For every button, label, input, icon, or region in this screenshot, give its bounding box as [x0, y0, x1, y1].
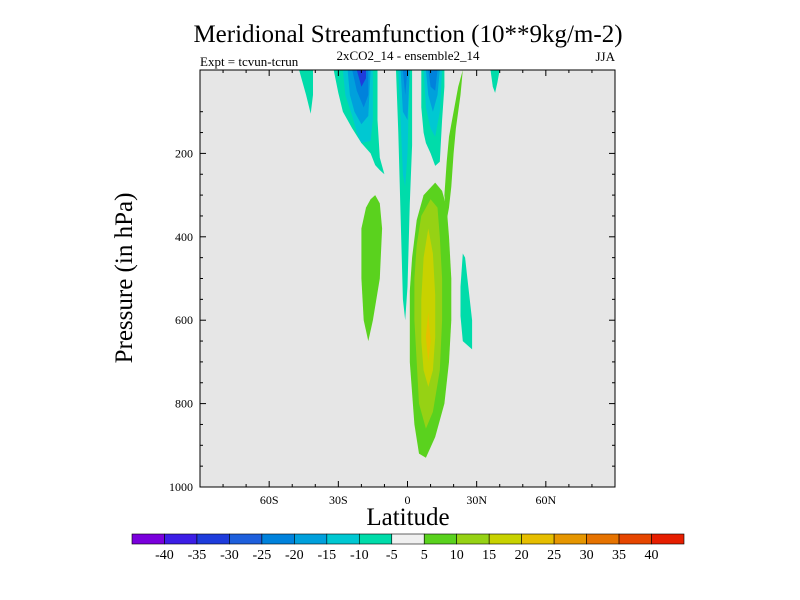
- colorbar-label: -25: [253, 548, 272, 563]
- y-tick-label: 1000: [169, 480, 193, 494]
- x-tick-label: 60N: [535, 493, 556, 507]
- colorbar-swatch: [326, 533, 360, 545]
- colorbar-swatch: [131, 533, 165, 545]
- colorbar-swatch: [521, 533, 555, 545]
- colorbar-swatch: [196, 533, 230, 545]
- x-tick-label: 30S: [329, 493, 348, 507]
- colorbar-swatch: [456, 533, 490, 545]
- colorbar-swatch: [618, 533, 652, 545]
- contour-region-15: [460, 253, 473, 350]
- y-tick-label: 800: [175, 397, 193, 411]
- contour-region-20: [421, 228, 436, 387]
- colorbar-label: -35: [188, 548, 207, 563]
- colorbar-label: -20: [285, 548, 304, 563]
- colorbar-label: -15: [317, 548, 336, 563]
- contour-region-11: [402, 70, 408, 95]
- colorbar-label: 35: [612, 548, 626, 563]
- colorbar: -40 -35 -30 -25 -20 -15 -10 -5 5 10 15 20 25 30 35 40: [131, 533, 685, 563]
- subtitle-center: 2xCO2_14 - ensemble2_14: [337, 48, 480, 63]
- colorbar-label: 5: [421, 548, 428, 563]
- y-tick-label: 600: [175, 313, 193, 327]
- chart-title: Meridional Streamfunction (10**9kg/m-2): [193, 21, 622, 48]
- contour-region-4: [356, 70, 366, 87]
- colorbar-swatch: [488, 533, 522, 545]
- x-axis-label: Latitude: [366, 504, 449, 531]
- colorbar-swatch: [651, 533, 685, 545]
- colorbar-swatch: [358, 533, 393, 545]
- colorbar-label: 10: [450, 548, 464, 563]
- colorbar-swatch: [586, 533, 620, 545]
- contour-region-21: [425, 311, 431, 362]
- colorbar-swatch: [423, 533, 458, 545]
- contour-region-13: [299, 70, 313, 114]
- subtitle-left: Expt = tcvun-tcrun: [200, 54, 299, 69]
- colorbar-swatch: [553, 533, 587, 545]
- colorbar-swatch: [229, 533, 263, 545]
- colorbar-label: -30: [220, 548, 239, 563]
- colorbar-swatch: [391, 533, 425, 545]
- x-tick-label: 60S: [260, 493, 279, 507]
- contour-region-16: [361, 195, 383, 342]
- subtitle-right: JJA: [595, 49, 615, 64]
- colorbar-label: -40: [155, 548, 174, 563]
- contour-region-12: [428, 70, 438, 91]
- colorbar-swatch: [164, 533, 198, 545]
- axis-ticks: 60S 30S 0 30N 60N 200 400 600 800 1000: [169, 70, 616, 507]
- contour-region-5: [396, 70, 413, 321]
- colorbar-label: 25: [547, 548, 561, 563]
- contour-regions: [299, 70, 500, 458]
- contour-region-14: [490, 70, 500, 93]
- colorbar-swatch: [261, 533, 295, 545]
- colorbar-label: -10: [350, 548, 369, 563]
- contour-region-18: [444, 70, 463, 221]
- y-tick-label: 400: [175, 230, 193, 244]
- y-tick-label: 200: [175, 146, 193, 160]
- colorbar-label: -5: [386, 548, 398, 563]
- x-tick-label: 0: [405, 493, 411, 507]
- colorbar-label: 20: [515, 548, 529, 563]
- colorbar-label: 15: [482, 548, 496, 563]
- colorbar-swatch: [294, 533, 328, 545]
- x-tick-label: 30N: [466, 493, 487, 507]
- colorbar-label: 30: [580, 548, 594, 563]
- colorbar-label: 40: [645, 548, 659, 563]
- y-axis-label: Pressure (in hPa): [111, 193, 138, 364]
